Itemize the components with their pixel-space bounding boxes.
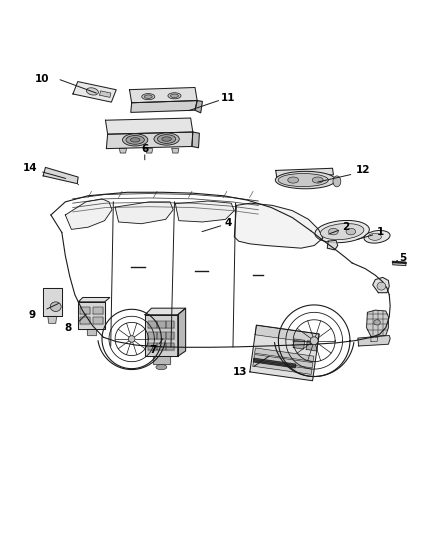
Ellipse shape xyxy=(328,228,338,235)
Polygon shape xyxy=(115,202,173,224)
Polygon shape xyxy=(43,167,78,184)
Ellipse shape xyxy=(346,228,356,235)
Polygon shape xyxy=(276,168,333,177)
Polygon shape xyxy=(373,277,389,293)
Polygon shape xyxy=(87,329,96,335)
Ellipse shape xyxy=(154,133,179,145)
Ellipse shape xyxy=(170,94,178,98)
Polygon shape xyxy=(306,341,318,351)
Text: 5: 5 xyxy=(399,253,406,263)
Polygon shape xyxy=(192,132,199,148)
Polygon shape xyxy=(93,306,103,313)
Polygon shape xyxy=(131,101,197,112)
Polygon shape xyxy=(78,302,105,329)
Ellipse shape xyxy=(364,230,390,243)
Polygon shape xyxy=(145,308,186,315)
Ellipse shape xyxy=(377,282,386,290)
Text: 2: 2 xyxy=(342,222,349,232)
Polygon shape xyxy=(93,317,103,324)
Polygon shape xyxy=(73,82,116,102)
Polygon shape xyxy=(145,315,178,356)
Polygon shape xyxy=(48,316,57,323)
Polygon shape xyxy=(166,321,174,328)
Polygon shape xyxy=(65,199,112,229)
Polygon shape xyxy=(254,358,296,368)
Ellipse shape xyxy=(333,176,341,187)
Polygon shape xyxy=(166,332,174,339)
Text: 1: 1 xyxy=(377,227,384,237)
Polygon shape xyxy=(371,337,378,342)
Ellipse shape xyxy=(315,221,369,243)
Text: 9: 9 xyxy=(28,310,35,319)
Ellipse shape xyxy=(123,134,148,146)
Polygon shape xyxy=(255,348,314,361)
Ellipse shape xyxy=(320,223,364,240)
Text: 13: 13 xyxy=(233,367,247,377)
Ellipse shape xyxy=(50,302,61,311)
Ellipse shape xyxy=(374,320,380,325)
Ellipse shape xyxy=(162,137,171,141)
Polygon shape xyxy=(293,339,305,349)
Polygon shape xyxy=(250,325,319,381)
Polygon shape xyxy=(367,310,389,336)
Polygon shape xyxy=(130,87,197,103)
Polygon shape xyxy=(172,149,179,153)
Polygon shape xyxy=(148,332,157,339)
Polygon shape xyxy=(100,91,111,98)
Polygon shape xyxy=(157,332,166,339)
Ellipse shape xyxy=(86,88,99,95)
Ellipse shape xyxy=(156,365,167,370)
Ellipse shape xyxy=(368,233,381,240)
Ellipse shape xyxy=(142,94,155,100)
Polygon shape xyxy=(106,132,193,149)
Text: 12: 12 xyxy=(356,165,371,175)
Polygon shape xyxy=(148,321,157,328)
Ellipse shape xyxy=(126,135,145,144)
Polygon shape xyxy=(178,308,186,356)
Polygon shape xyxy=(234,203,323,248)
Ellipse shape xyxy=(288,177,299,183)
Polygon shape xyxy=(166,343,174,350)
Polygon shape xyxy=(393,261,406,265)
Ellipse shape xyxy=(131,138,140,142)
Polygon shape xyxy=(78,297,110,302)
Polygon shape xyxy=(255,325,319,344)
Text: 7: 7 xyxy=(149,345,156,356)
Polygon shape xyxy=(120,149,127,153)
Ellipse shape xyxy=(312,177,323,183)
Text: 14: 14 xyxy=(23,163,38,173)
Polygon shape xyxy=(152,356,170,364)
Polygon shape xyxy=(327,240,338,250)
Polygon shape xyxy=(254,354,313,368)
Polygon shape xyxy=(146,149,152,153)
Polygon shape xyxy=(148,343,157,350)
Text: 6: 6 xyxy=(141,143,148,154)
Ellipse shape xyxy=(310,337,318,345)
Polygon shape xyxy=(42,288,62,316)
Polygon shape xyxy=(175,201,234,222)
Text: 4: 4 xyxy=(224,218,231,228)
Ellipse shape xyxy=(157,135,176,143)
Text: 10: 10 xyxy=(35,74,49,84)
Text: 11: 11 xyxy=(220,93,235,103)
Polygon shape xyxy=(195,101,202,113)
Polygon shape xyxy=(253,361,312,374)
Ellipse shape xyxy=(145,95,152,99)
Ellipse shape xyxy=(128,336,135,342)
Ellipse shape xyxy=(276,171,336,189)
Polygon shape xyxy=(106,118,193,134)
Polygon shape xyxy=(80,317,90,324)
Ellipse shape xyxy=(278,174,328,187)
Ellipse shape xyxy=(168,93,181,99)
Polygon shape xyxy=(157,343,166,350)
Text: 8: 8 xyxy=(65,324,72,334)
Polygon shape xyxy=(157,321,166,328)
Polygon shape xyxy=(80,306,90,313)
Polygon shape xyxy=(358,335,390,346)
